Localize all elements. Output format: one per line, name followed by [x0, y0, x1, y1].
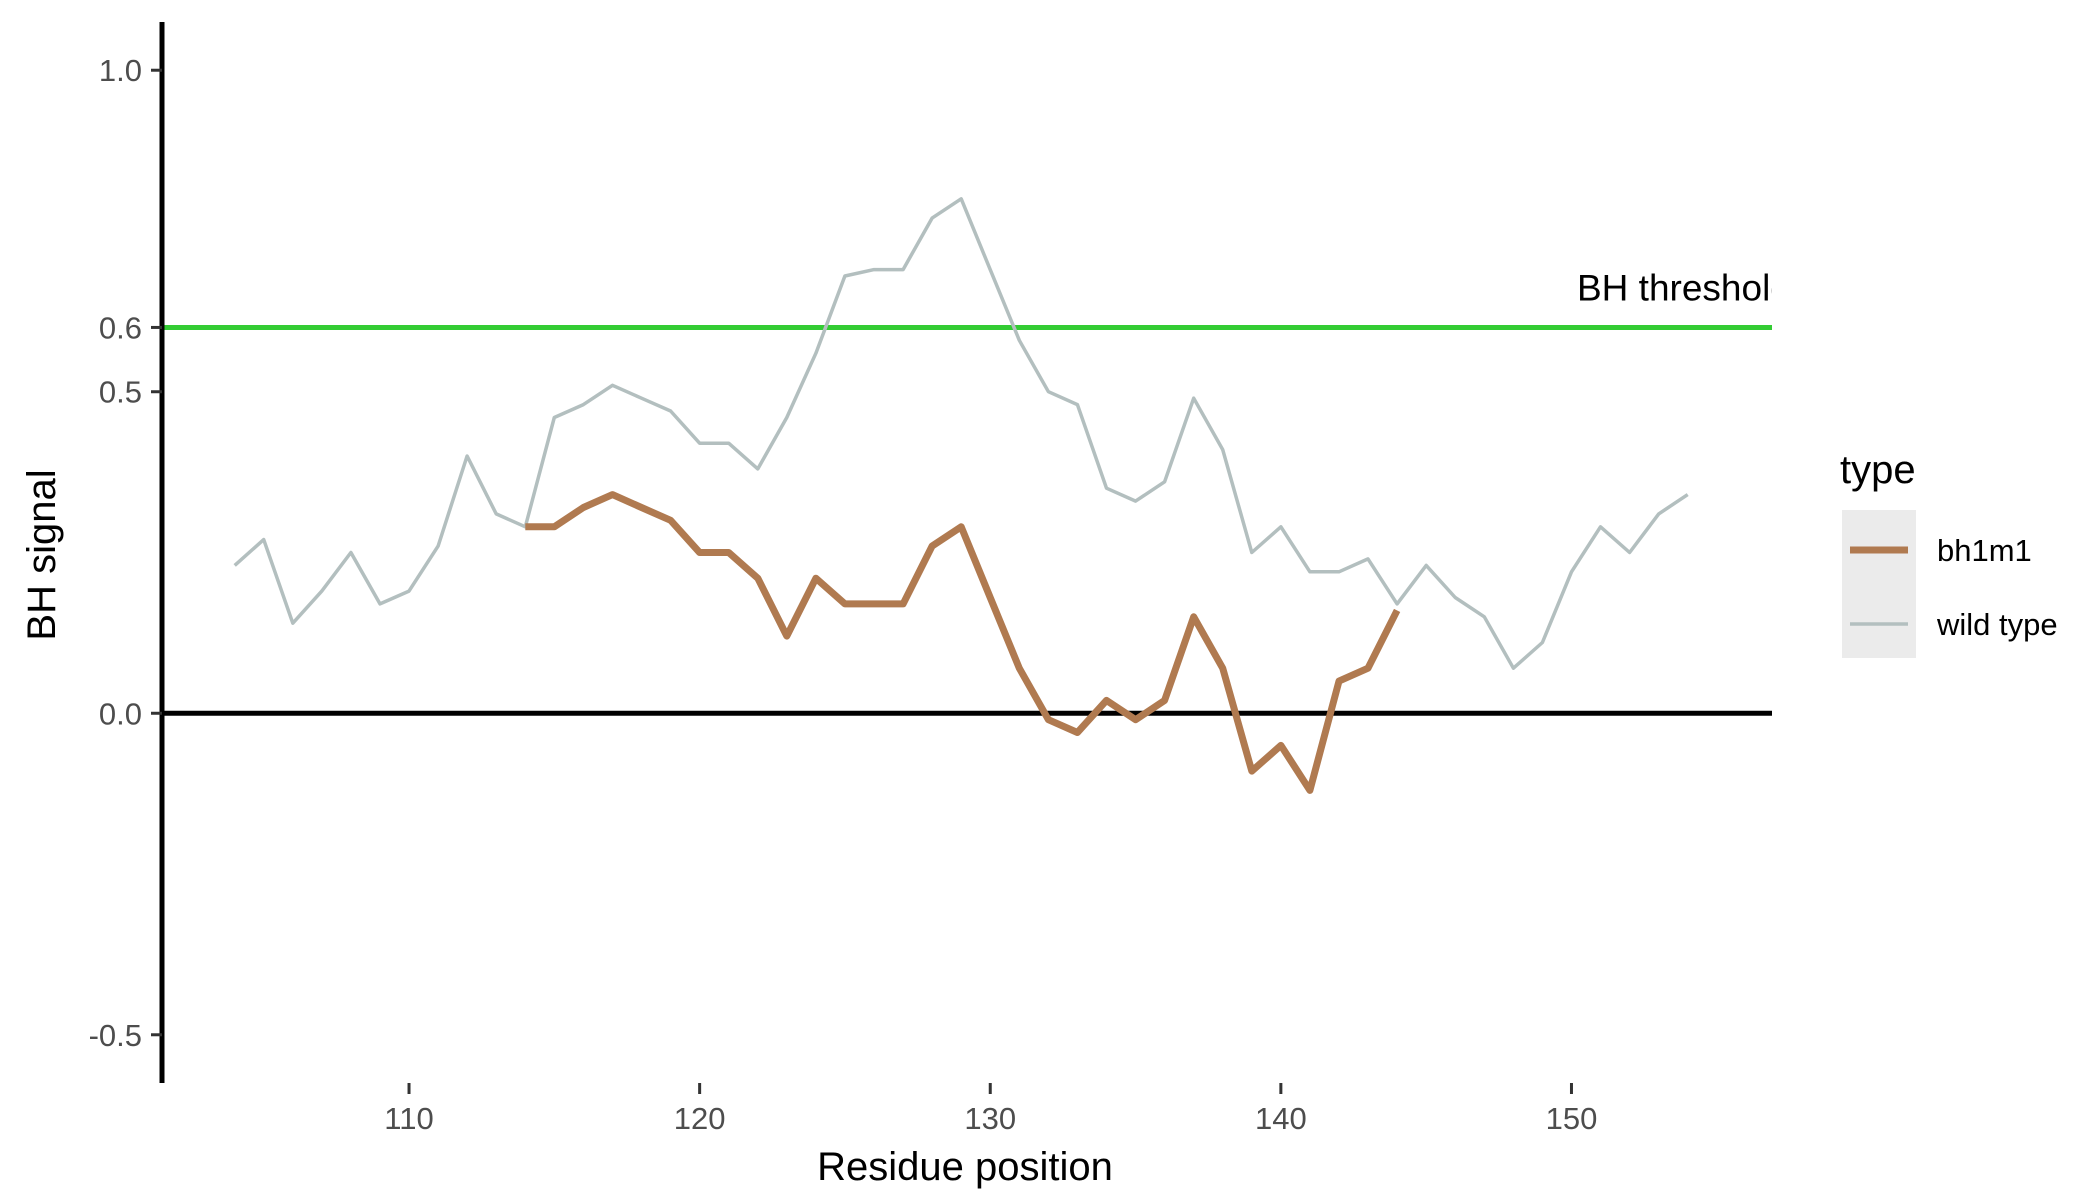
x-tick-label: 120 — [674, 1101, 726, 1136]
plot-area: BH threshold — [162, 197, 1791, 794]
x-axis-title: Residue position — [817, 1145, 1113, 1189]
x-tick-label: 110 — [384, 1101, 433, 1136]
x-tick-label: 130 — [964, 1101, 1016, 1136]
legend-key-background — [1842, 510, 1916, 658]
threshold-label: BH threshold — [1577, 267, 1791, 308]
legend: type bh1m1 wild type — [1840, 448, 2058, 658]
y-tick-label: 0.0 — [99, 696, 142, 731]
y-tick-label: -0.5 — [89, 1018, 142, 1053]
y-tick-label: 0.6 — [99, 310, 142, 345]
series-line-bh1m1 — [525, 491, 1401, 794]
series-line-wild-type — [233, 197, 1689, 670]
legend-label-wild-type: wild type — [1936, 607, 2058, 642]
x-tick-label: 150 — [1546, 1101, 1598, 1136]
tick-labels: -0.5 0.0 0.5 0.6 1.0 110 120 130 140 150 — [89, 53, 1598, 1136]
y-tick-label: 1.0 — [99, 53, 142, 88]
x-tick-label: 140 — [1255, 1101, 1307, 1136]
legend-label-bh1m1: bh1m1 — [1937, 533, 2032, 568]
legend-title: type — [1840, 448, 1916, 492]
y-tick-label: 0.5 — [99, 375, 142, 410]
y-axis-title: BH signal — [20, 469, 64, 640]
